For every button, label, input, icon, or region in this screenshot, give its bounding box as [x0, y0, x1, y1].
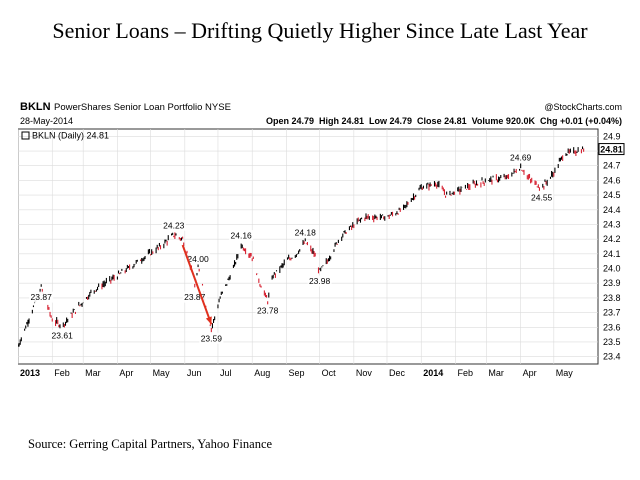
page-title: Senior Loans – Drifting Quietly Higher S…: [52, 18, 588, 43]
legend-swatch: [21, 131, 30, 140]
annotation-box: [508, 152, 533, 164]
stockcharts-watermark: @StockCharts.com: [544, 102, 622, 112]
x-tick-label: Feb: [54, 368, 70, 378]
y-tick-label: 24.9: [603, 131, 621, 141]
ohlc-summary: Open 24.79 High 24.81 Low 24.79 Close 24…: [266, 116, 622, 126]
x-tick-label: Dec: [389, 368, 406, 378]
y-tick-label: 23.5: [603, 337, 621, 347]
annotation-label: 24.00: [187, 254, 209, 264]
annotation-label: 24.69: [510, 153, 532, 163]
annotation-label: 24.16: [231, 231, 253, 241]
red-arrow-head: [205, 316, 212, 325]
x-tick-label: Mar: [85, 368, 101, 378]
annotation-box: [255, 304, 280, 316]
y-tick-label: 24.2: [603, 234, 621, 244]
annotation-label: 23.87: [184, 292, 206, 302]
annotation-box: [199, 332, 224, 344]
annotation-box: [529, 191, 554, 203]
x-tick-label: Mar: [488, 368, 504, 378]
last-price-marker: 24.81: [598, 143, 625, 156]
x-tick-label: Aug: [254, 368, 270, 378]
x-axis-labels: 2013 Feb Mar Apr May Jun Jul Aug Sep Oct Nov Dec 201…: [20, 368, 573, 378]
price-annotations: 23.87 23.61 24.23 24.00 23.87 23.59 24.16 23.78…: [29, 152, 554, 344]
x-tick-label: Apr: [523, 368, 537, 378]
annotation-box: [50, 329, 75, 341]
x-tick-label: Feb: [457, 368, 473, 378]
chart-svg: BKLN PowerShares Senior Loan Portfolio N…: [18, 101, 625, 378]
x-tick-label: May: [556, 368, 574, 378]
y-tick-label: 23.8: [603, 293, 621, 303]
x-tick-label: May: [153, 368, 171, 378]
chart-fund-name: PowerShares Senior Loan Portfolio NYSE: [54, 102, 231, 113]
plot-frame: [18, 128, 599, 365]
annotation-box: [29, 291, 54, 303]
grid-lines: [18, 129, 598, 364]
y-tick-label: 23.7: [603, 308, 621, 318]
y-tick-label: 24.6: [603, 175, 621, 185]
y-axis-labels: 23.4 23.5 23.6 23.7 23.8 23.9 24.0 24.1 24.2 24.3…: [603, 131, 621, 361]
annotation-label: 23.87: [31, 292, 53, 302]
annotation-label: 24.55: [531, 192, 553, 202]
annotation-label: 24.23: [163, 220, 185, 230]
chart-symbol: BKLN: [20, 101, 51, 113]
source-note: Source: Gerring Capital Partners, Yahoo …: [28, 437, 273, 451]
x-tick-label: 2013: [20, 368, 40, 378]
annotation-label: 23.59: [201, 333, 223, 343]
annotation-label: 24.18: [295, 228, 317, 238]
annotation-box: [307, 275, 332, 287]
chart-date: 28-May-2014: [20, 116, 73, 126]
price-series: [18, 146, 585, 347]
x-tick-label: Oct: [322, 368, 337, 378]
y-tick-label: 24.1: [603, 249, 621, 259]
stock-chart: BKLN PowerShares Senior Loan Portfolio N…: [18, 98, 626, 380]
annotation-box: [229, 230, 254, 242]
x-tick-label: Apr: [119, 368, 133, 378]
svg-text:24.81: 24.81: [600, 145, 623, 155]
y-tick-label: 23.6: [603, 322, 621, 332]
x-tick-label: Jul: [220, 368, 232, 378]
y-tick-label: 24.3: [603, 219, 621, 229]
annotation-label: 23.78: [257, 305, 279, 315]
annotation-label: 23.61: [52, 330, 74, 340]
annotation-box: [186, 253, 211, 265]
x-tick-label: Nov: [356, 368, 373, 378]
y-tick-label: 24.4: [603, 205, 621, 215]
y-tick-label: 24.7: [603, 161, 621, 171]
x-tick-label: Jun: [187, 368, 202, 378]
annotation-box: [182, 291, 207, 303]
x-tick-label: 2014: [423, 368, 443, 378]
annotation-box: [293, 227, 318, 239]
x-tick-label: Sep: [288, 368, 304, 378]
y-tick-label: 23.9: [603, 278, 621, 288]
y-tick-label: 24.5: [603, 190, 621, 200]
y-tick-label: 23.4: [603, 352, 621, 362]
chart-legend: BKLN (Daily) 24.81: [32, 131, 109, 141]
y-tick-label: 24.0: [603, 264, 621, 274]
red-arrow-shaft: [181, 244, 213, 325]
annotation-box: [161, 219, 186, 231]
annotation-label: 23.98: [309, 276, 331, 286]
